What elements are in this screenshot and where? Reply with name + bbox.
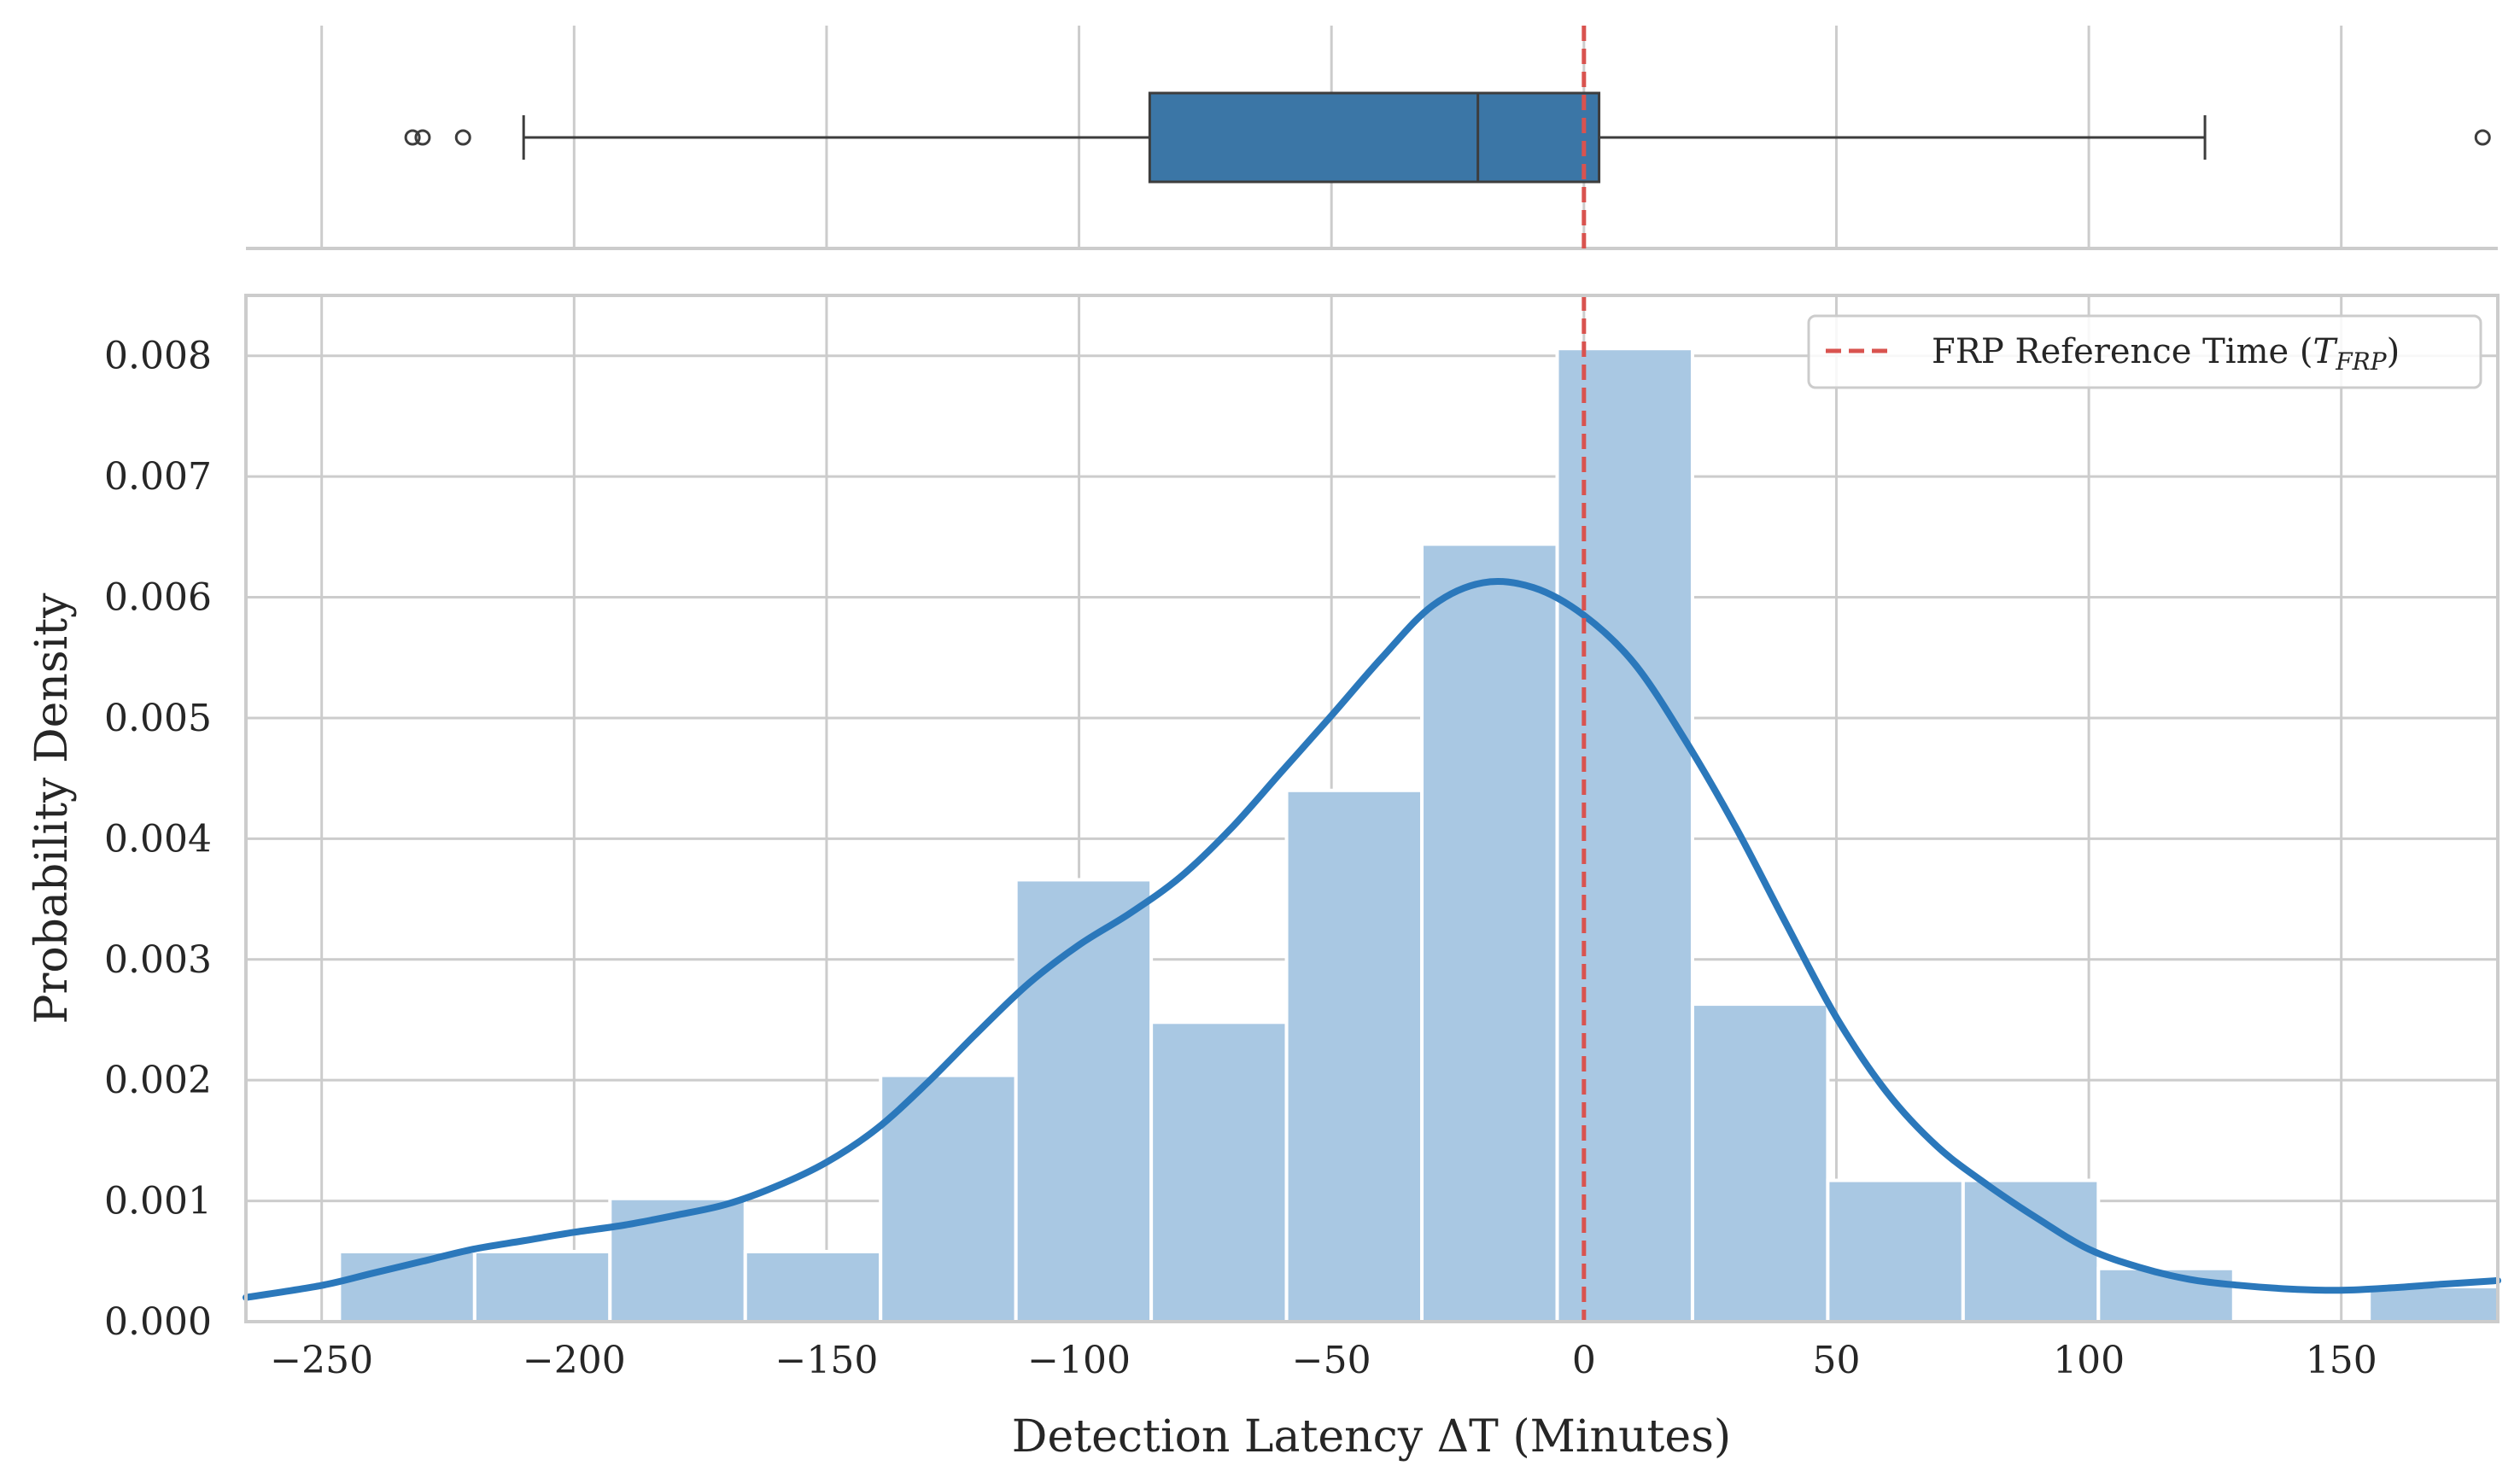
x-tick-label: −150: [775, 1339, 879, 1382]
histogram-bar: [879, 1073, 1018, 1324]
histogram-bar: [1284, 788, 1424, 1323]
x-tick-label: 0: [1572, 1339, 1596, 1382]
histogram-bar: [1555, 347, 1694, 1323]
boxplot-marks: [404, 91, 2491, 184]
legend-label-close: ): [2387, 332, 2400, 371]
histogram-bar: [1961, 1178, 2101, 1323]
legend-label: FRP Reference Time (TFRP): [1932, 332, 2400, 376]
y-axis-label: Probability Density: [26, 593, 78, 1025]
histogram-bar: [1149, 1020, 1289, 1323]
boxplot-outlier: [414, 129, 431, 146]
boxplot-outlier: [404, 129, 421, 146]
histogram-bar: [1014, 878, 1154, 1324]
histogram-bar: [1690, 1002, 1830, 1323]
legend: FRP Reference Time (TFRP): [1807, 314, 2482, 389]
boxplot-outlier: [2474, 129, 2491, 146]
boxplot-outlier: [454, 129, 471, 146]
y-tick-label: 0.004: [104, 817, 212, 861]
legend-label-text: FRP Reference Time (: [1932, 332, 2313, 371]
x-tick-label: 150: [2306, 1339, 2377, 1382]
plot-frame: [244, 294, 2500, 1323]
y-tick-label: 0.005: [104, 697, 212, 740]
y-tick-label: 0.008: [104, 335, 212, 378]
boxplot-box: [1148, 91, 1601, 184]
y-tick-labels: 0.000 0.001 0.002 0.003 0.004 0.005 0.006 0.007…: [104, 335, 212, 1344]
histogram-bar: [1826, 1178, 1965, 1323]
histogram-bar: [743, 1249, 883, 1324]
y-tick-label: 0.001: [104, 1180, 212, 1223]
y-tick-label: 0.000: [104, 1300, 212, 1344]
x-tick-label: −100: [1027, 1339, 1131, 1382]
histogram-bar: [2367, 1284, 2500, 1324]
histogram-bars: [337, 347, 2500, 1324]
histogram-panel: −250 −200 −150 −100 −50 0 50 100 150 0.0000.0010…: [26, 294, 2501, 1463]
x-tick-label: −250: [270, 1339, 373, 1382]
x-tick-label: 100: [2053, 1339, 2125, 1382]
x-axis-label: Detection Latency ΔT (Minutes): [1012, 1411, 1731, 1463]
y-tick-label: 0.006: [104, 576, 212, 620]
kde-curve: [243, 578, 2501, 1301]
legend-label-sub: FRP: [2335, 347, 2388, 376]
histogram-bar: [608, 1196, 747, 1324]
histogram-bar: [472, 1249, 612, 1324]
legend-label-math: T: [2313, 332, 2339, 371]
x-tick-label: 50: [1812, 1339, 1860, 1382]
legend-box: [1807, 314, 2482, 389]
x-tick-label: −50: [1292, 1339, 1371, 1382]
y-tick-label: 0.002: [104, 1059, 212, 1102]
y-tick-label: 0.007: [104, 455, 212, 499]
boxplot-panel: [246, 26, 2498, 250]
y-tick-label: 0.003: [104, 938, 212, 982]
x-tick-label: −200: [523, 1339, 626, 1382]
histogram-bar: [1420, 542, 1559, 1323]
x-tick-labels: −250 −200 −150 −100 −50 0 50 100 150: [270, 1339, 2377, 1382]
